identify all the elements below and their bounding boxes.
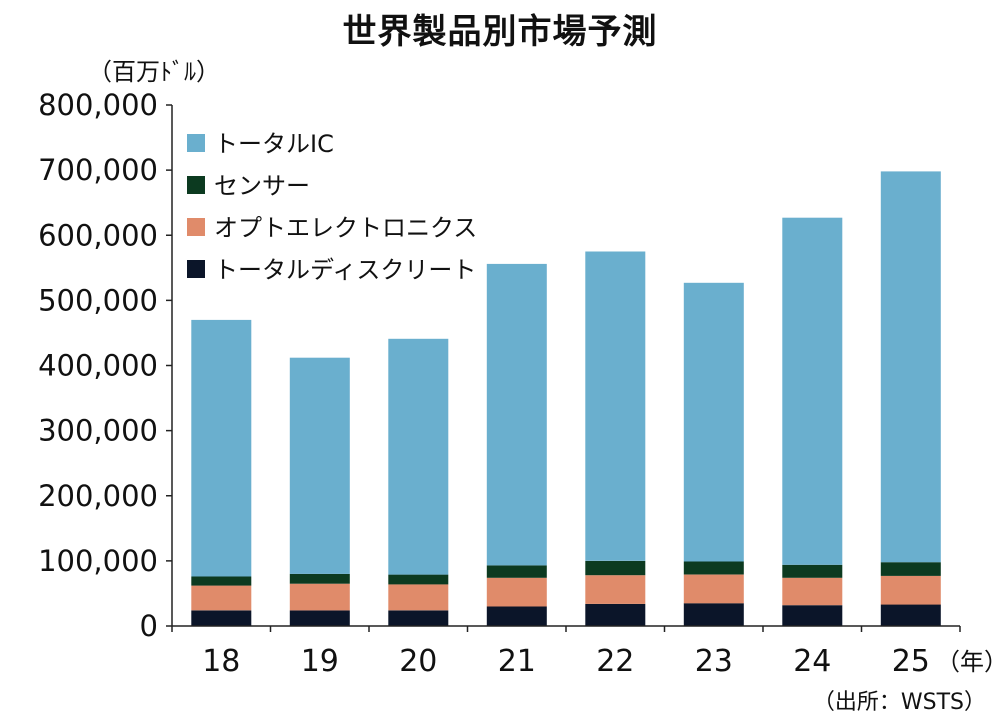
bar-segment-23-1 — [683, 574, 744, 604]
bar-segment-19-1 — [289, 583, 350, 611]
y-axis-unit-label: （百万ﾄﾞﾙ） — [88, 58, 220, 86]
bar-segment-25-2 — [880, 562, 941, 576]
bar-segment-24-3 — [782, 217, 843, 565]
legend-swatch — [187, 218, 205, 236]
legend-label: トータルディスクリート — [214, 256, 476, 284]
bar-segment-24-0 — [782, 605, 843, 626]
y-tick-label: 600,000 — [38, 218, 158, 252]
legend-swatch — [187, 176, 205, 194]
bar-segment-19-0 — [289, 610, 350, 626]
bar-segment-21-1 — [486, 577, 547, 607]
bar-segment-18-1 — [191, 585, 252, 611]
x-tick-label: 25 — [892, 644, 930, 679]
bar-segment-25-1 — [880, 575, 941, 605]
x-tick-label: 22 — [596, 644, 634, 679]
x-tick-label: 21 — [498, 644, 536, 679]
bars — [191, 171, 941, 626]
axes: 18 19 20 21 22 23 24 25 0 100,000 200,000 300,000 40… — [38, 88, 961, 679]
bar-segment-18-0 — [191, 610, 252, 626]
bar-segment-20-0 — [388, 610, 449, 626]
bar-segment-22-3 — [585, 251, 646, 561]
y-tick-label: 500,000 — [38, 283, 158, 317]
x-tick-label: 24 — [793, 644, 831, 679]
x-tick-label: 18 — [202, 644, 240, 679]
bar-segment-21-2 — [486, 565, 547, 578]
y-tick-label: 400,000 — [38, 349, 158, 383]
bar-segment-25-3 — [880, 171, 941, 563]
x-tick-label: 20 — [399, 644, 437, 679]
bar-segment-20-1 — [388, 584, 449, 611]
y-tick-label: 800,000 — [38, 88, 158, 122]
y-tick-label: 200,000 — [38, 479, 158, 513]
y-tick-label: 0 — [140, 609, 158, 643]
bar-segment-22-1 — [585, 575, 646, 604]
bar-segment-22-0 — [585, 603, 646, 626]
legend-swatch — [187, 134, 205, 152]
bar-segment-21-0 — [486, 606, 547, 626]
bar-segment-18-2 — [191, 576, 252, 586]
bar-segment-23-0 — [683, 603, 744, 626]
bar-segment-24-1 — [782, 577, 843, 606]
x-tick-label: 19 — [301, 644, 339, 679]
bar-segment-24-2 — [782, 564, 843, 578]
legend-label: センサー — [214, 172, 310, 200]
y-tick-label: 300,000 — [38, 414, 158, 448]
bar-segment-25-0 — [880, 604, 941, 626]
chart-title: 世界製品別市場予測 — [342, 12, 658, 52]
bar-segment-20-3 — [388, 338, 449, 575]
source-note: （出所：WSTS） — [812, 690, 986, 715]
bar-segment-23-2 — [683, 561, 744, 575]
bar-segment-18-3 — [191, 319, 252, 577]
bar-segment-19-2 — [289, 573, 350, 584]
legend-swatch — [187, 260, 205, 278]
bar-segment-20-2 — [388, 574, 449, 585]
bar-segment-22-2 — [585, 560, 646, 576]
bar-segment-21-3 — [486, 263, 547, 566]
legend-label: トータルIC — [214, 130, 334, 158]
x-tick-label: 23 — [695, 644, 733, 679]
y-tick-label: 100,000 — [38, 544, 158, 578]
y-tick-label: 700,000 — [38, 153, 158, 187]
legend-label: オプトエレクトロニクス — [214, 214, 477, 242]
x-axis-unit-label: （年） — [936, 648, 1000, 676]
bar-segment-23-3 — [683, 282, 744, 562]
bar-segment-19-3 — [289, 357, 350, 574]
